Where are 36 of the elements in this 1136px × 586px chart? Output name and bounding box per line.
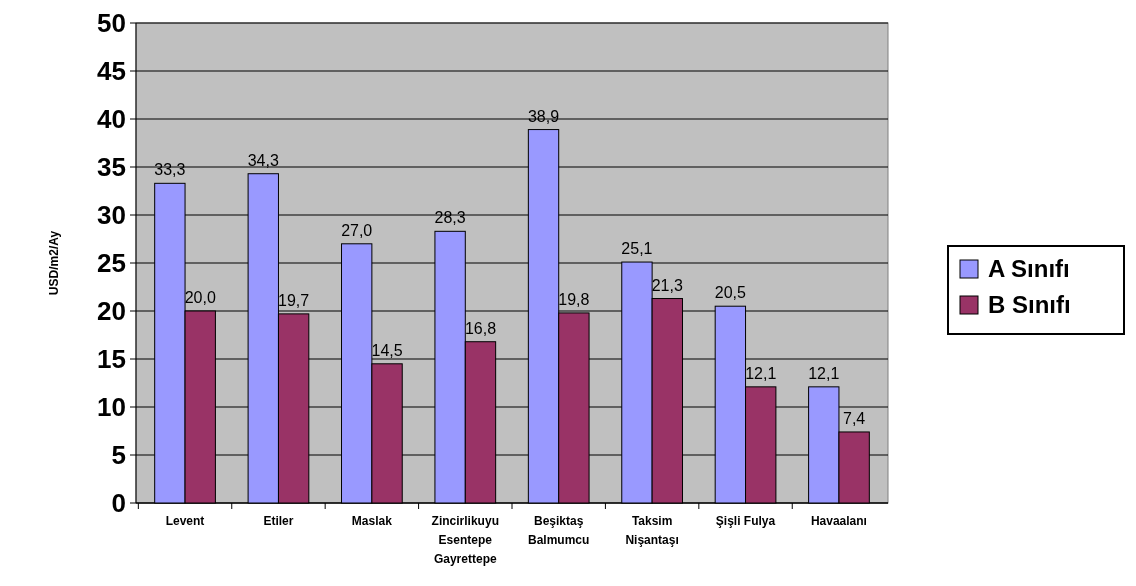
y-axis-title: USD/m2/Ay bbox=[47, 230, 61, 296]
data-label: 12,1 bbox=[808, 364, 840, 382]
y-tick-label: 25 bbox=[97, 248, 126, 279]
y-tick-label: 45 bbox=[97, 56, 126, 87]
data-label: 14,5 bbox=[371, 341, 403, 359]
data-label: 16,8 bbox=[464, 319, 497, 337]
y-tick-label: 20 bbox=[97, 296, 126, 327]
x-tick-label: Zincirlikuyu Esentepe Gayrettepe bbox=[431, 514, 499, 566]
data-label: 38,9 bbox=[527, 107, 560, 125]
data-label: 33,3 bbox=[154, 161, 186, 179]
x-tick-label: Levent bbox=[165, 514, 205, 528]
x-tick-label: Beşiktaş Balmumcu bbox=[528, 514, 590, 547]
x-tick-label: Maslak bbox=[351, 514, 393, 528]
x-tick-label: Şişli Fulya bbox=[715, 514, 776, 528]
data-label: 27,0 bbox=[341, 221, 373, 239]
data-label: 19,8 bbox=[558, 290, 590, 308]
data-label: 19,7 bbox=[278, 291, 310, 309]
data-label: 28,3 bbox=[434, 209, 466, 227]
x-tick-label: Havaalanı bbox=[810, 514, 867, 528]
data-label: 7,4 bbox=[843, 409, 866, 427]
y-tick-label: 15 bbox=[97, 344, 126, 375]
legend-label: B Sınıfı bbox=[988, 291, 1071, 319]
y-tick-label: 30 bbox=[97, 200, 126, 231]
x-tick-label: Etiler bbox=[263, 514, 294, 528]
y-tick-label: 10 bbox=[97, 392, 126, 423]
y-tick-label: 5 bbox=[111, 440, 126, 471]
data-label: 34,3 bbox=[247, 151, 279, 169]
y-tick-label: 0 bbox=[111, 488, 126, 519]
y-tick-label: 40 bbox=[97, 104, 126, 135]
data-label: 12,1 bbox=[745, 364, 777, 382]
data-label: 20,5 bbox=[714, 284, 747, 302]
x-tick-label: Taksim Nişantaşı bbox=[625, 514, 679, 547]
legend-label: A Sınıfı bbox=[988, 255, 1070, 283]
y-tick-label: 50 bbox=[97, 8, 126, 39]
data-label: 25,1 bbox=[621, 240, 653, 258]
y-tick-label: 35 bbox=[97, 152, 126, 183]
